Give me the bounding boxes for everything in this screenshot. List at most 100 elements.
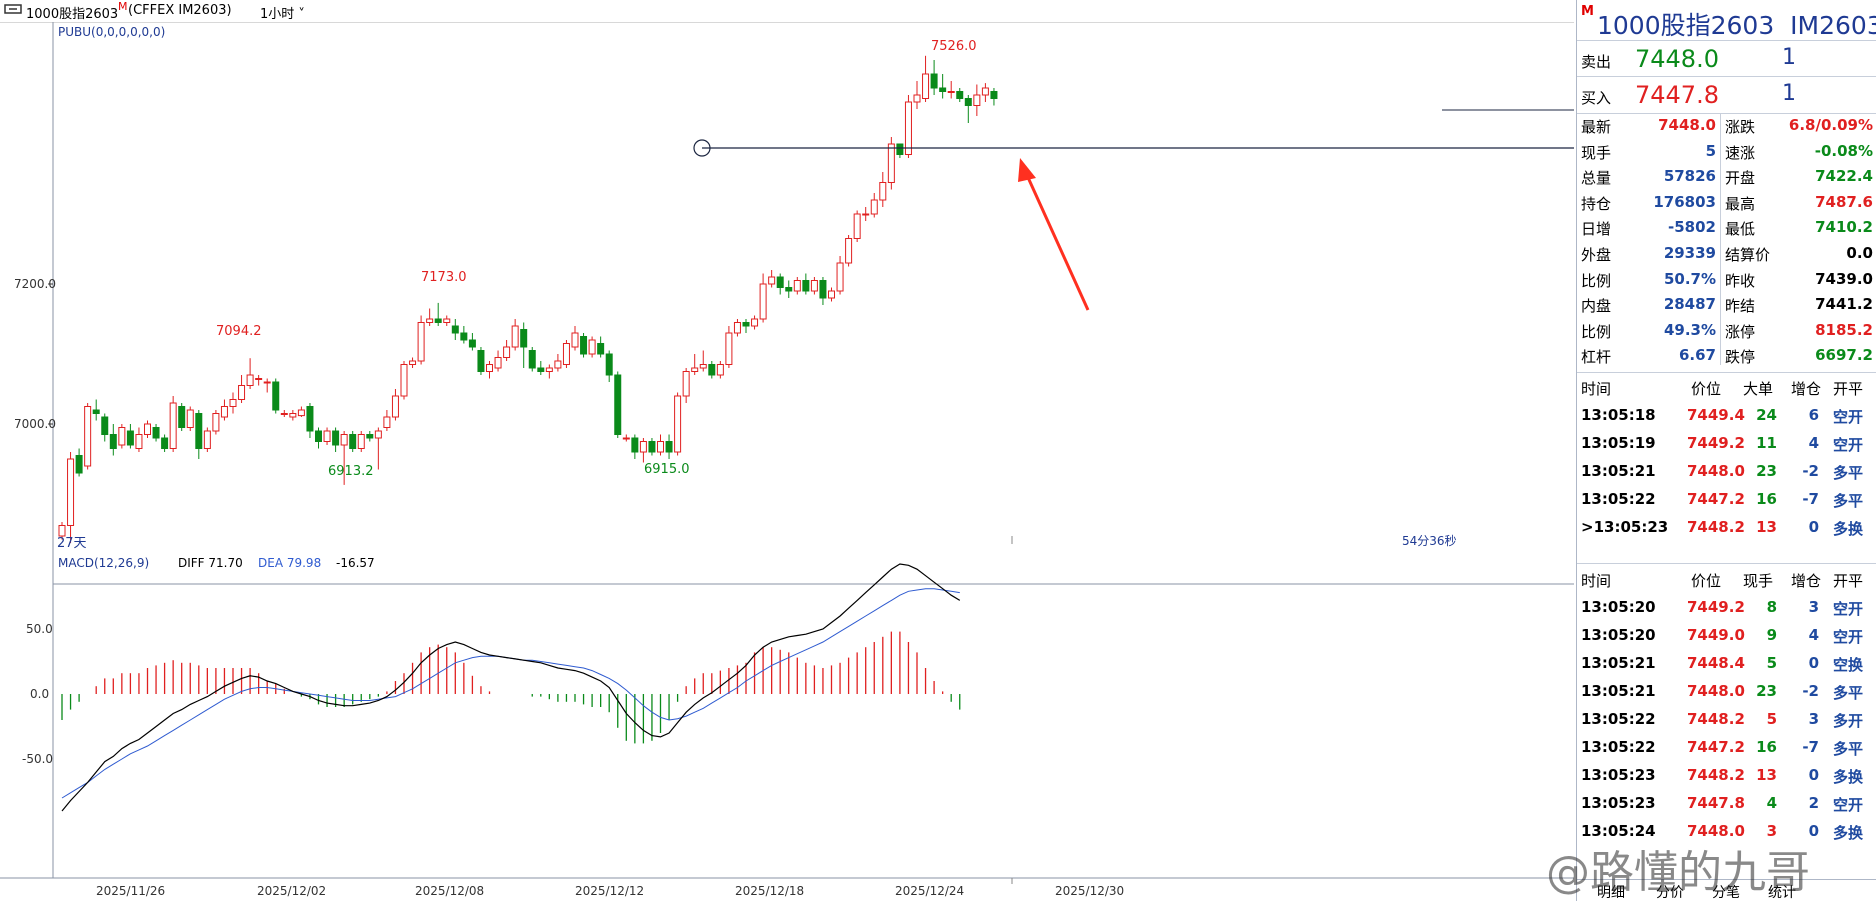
header-cell: 时间 xyxy=(1581,572,1612,590)
line-anchor-handle[interactable] xyxy=(693,139,711,157)
stat-key: 内盘 xyxy=(1581,297,1612,316)
header-cell: 增仓 xyxy=(1791,572,1822,590)
oi-change-cell: 4 xyxy=(1808,626,1819,644)
candle xyxy=(417,315,425,365)
volume-cell: 16 xyxy=(1756,490,1777,508)
chart-title-bar: 1000股指2603 M (CFFEX IM2603) 1小时 ˅ xyxy=(0,0,1574,23)
period-selector[interactable]: 1小时 ˅ xyxy=(260,3,305,22)
days-label: 27天 xyxy=(57,536,87,551)
candle xyxy=(349,431,357,452)
ask-row: 卖出 7448.0 1 xyxy=(1577,40,1876,77)
ask-volume: 1 xyxy=(1782,45,1796,70)
kline-chart[interactable]: 7200.0 7000.0 PUBU(0,0,0,0,0,0) 7526.0 7… xyxy=(0,22,1574,901)
oi-change-cell: 0 xyxy=(1808,822,1819,840)
candle xyxy=(280,410,288,417)
candle xyxy=(366,431,374,442)
oi-change-cell: 0 xyxy=(1808,518,1819,536)
candle xyxy=(451,319,459,340)
stat-value: 7441.2 xyxy=(1815,295,1873,314)
candle xyxy=(802,273,810,295)
candle xyxy=(144,420,151,438)
candle xyxy=(520,322,528,368)
open-close-cell: 多换 xyxy=(1833,768,1864,786)
date-axis-label: 2025/12/08 xyxy=(415,884,484,898)
table-row: 13:05:22 7447.2 16 -7 多平 xyxy=(1577,733,1876,761)
table-row: 13:05:20 7449.2 8 3 空开 xyxy=(1577,593,1876,621)
time-cell: 13:05:20 xyxy=(1581,626,1656,644)
header-cell: 大单 xyxy=(1743,380,1774,398)
stat-row-left: 比例 50.7% xyxy=(1577,267,1720,293)
candle xyxy=(477,347,485,375)
candle xyxy=(631,434,639,459)
candle xyxy=(674,392,682,456)
stat-value: 28487 xyxy=(1663,295,1716,314)
chart-symbol: 1000股指2603 xyxy=(26,7,119,22)
candle xyxy=(297,406,305,417)
time-cell: 13:05:23 xyxy=(1581,766,1656,784)
stat-value: 0.0 xyxy=(1846,244,1873,262)
macd-axis-0: 0.0 xyxy=(30,687,49,701)
table-row: 13:05:22 7448.2 5 3 多开 xyxy=(1577,705,1876,733)
candle xyxy=(67,452,75,543)
candle xyxy=(879,172,887,207)
panel-header: M 1000股指2603 IM2603 xyxy=(1577,0,1876,40)
candle xyxy=(238,375,246,403)
chevron-down-icon: ˅ xyxy=(294,7,305,22)
candle xyxy=(691,354,699,375)
price-cell: 7448.2 xyxy=(1687,518,1745,536)
header-cell: 开平 xyxy=(1833,572,1864,590)
big-orders-table: 时间 价位 大单 增仓 开平 13:05:18 7449.4 24 6 空开 13:05:19 744… xyxy=(1577,373,1876,541)
candle xyxy=(759,273,767,323)
macd-axis-50: 50.0 xyxy=(26,622,53,636)
time-cell: 13:05:21 xyxy=(1581,682,1656,700)
stat-key: 速涨 xyxy=(1725,143,1756,162)
oi-change-cell: 0 xyxy=(1808,654,1819,672)
table-header: 时间 价位 现手 增仓 开平 xyxy=(1577,565,1876,593)
volume-cell: 9 xyxy=(1766,626,1777,644)
tab-ticks[interactable]: 分笔 xyxy=(1712,885,1740,901)
candle xyxy=(571,326,579,351)
stat-row-right: 跌停 6697.2 xyxy=(1721,343,1876,369)
indicator-selector[interactable]: PUBU(0,0,0,0,0,0) xyxy=(58,25,165,39)
oi-change-cell: -2 xyxy=(1802,462,1819,480)
tab-stats[interactable]: 统计 xyxy=(1768,885,1796,901)
window-icon[interactable] xyxy=(4,2,22,20)
stat-value: 7422.4 xyxy=(1815,167,1873,186)
macd-selector[interactable]: MACD(12,26,9) xyxy=(58,556,149,570)
candle xyxy=(785,280,793,298)
bid-price: 7447.8 xyxy=(1635,81,1719,109)
stats-divider xyxy=(1720,113,1721,365)
candle xyxy=(460,326,468,344)
stat-key: 开盘 xyxy=(1725,169,1756,188)
low-label-2: 6915.0 xyxy=(644,462,690,477)
candle xyxy=(597,336,605,358)
candle xyxy=(845,235,853,267)
candle xyxy=(648,438,656,456)
oi-change-cell: -2 xyxy=(1802,682,1819,700)
stat-key: 最低 xyxy=(1725,220,1756,239)
diff-line xyxy=(61,563,961,812)
time-cell: 13:05:23 xyxy=(1581,794,1656,812)
oi-change-cell: 4 xyxy=(1808,434,1819,452)
stat-key: 杠杆 xyxy=(1581,348,1612,367)
open-close-cell: 空开 xyxy=(1833,600,1864,618)
price-cell: 7449.4 xyxy=(1687,406,1745,424)
candle xyxy=(588,336,596,358)
candle xyxy=(92,399,100,421)
open-close-cell: 空开 xyxy=(1833,436,1864,454)
candle xyxy=(229,392,237,414)
tab-detail[interactable]: 明细 xyxy=(1597,885,1625,901)
tab-price-dist[interactable]: 分价 xyxy=(1656,885,1684,901)
candle xyxy=(947,81,955,99)
header-cell: 开平 xyxy=(1833,380,1864,398)
candle xyxy=(289,410,297,421)
candle xyxy=(468,333,476,351)
candle xyxy=(930,60,938,95)
candle xyxy=(922,55,930,102)
panel-m-tag: M xyxy=(1581,4,1594,19)
chart-area[interactable]: 7200.0 7000.0 PUBU(0,0,0,0,0,0) 7526.0 7… xyxy=(0,22,1574,901)
candle xyxy=(195,410,203,459)
panel-code: IM2603 xyxy=(1790,11,1876,40)
candle xyxy=(716,361,724,379)
candle xyxy=(699,350,707,372)
